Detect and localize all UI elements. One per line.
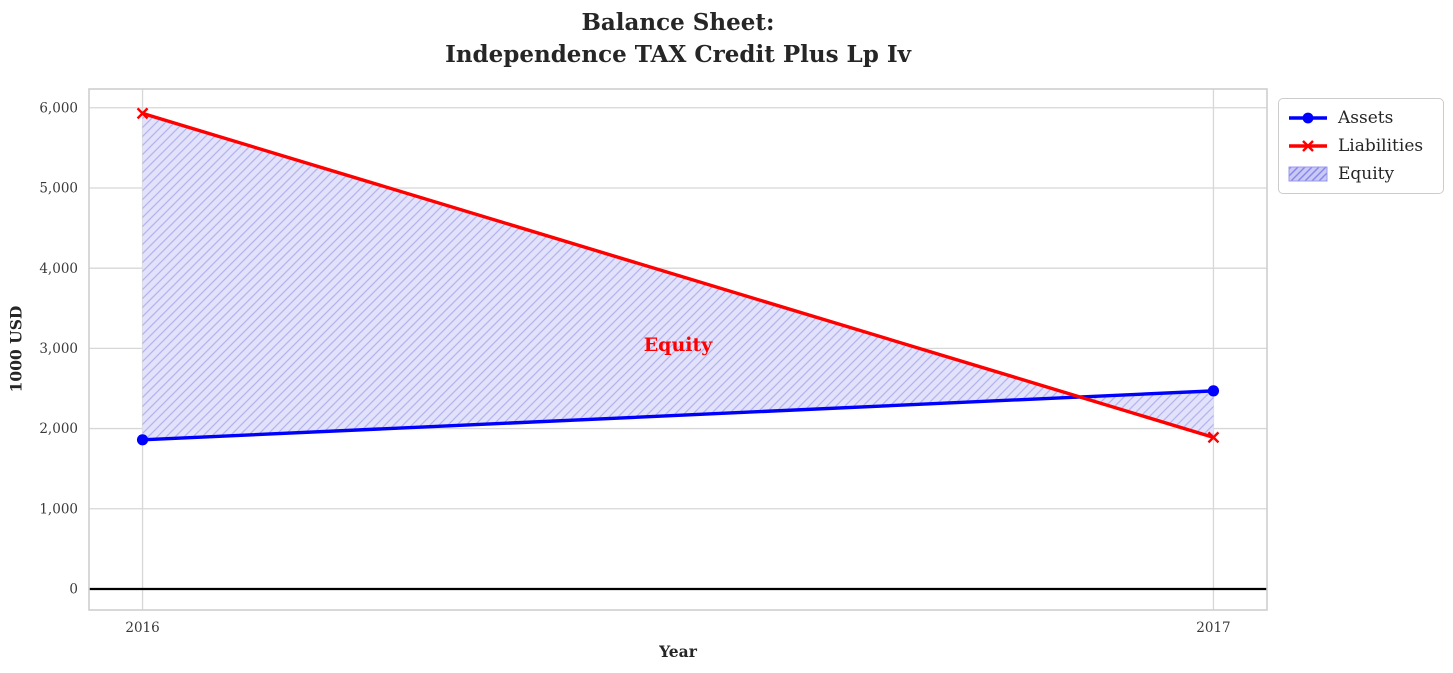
x-axis-label: Year — [659, 642, 697, 661]
legend-label: Liabilities — [1338, 136, 1424, 156]
y-tick-label: 0 — [69, 582, 78, 598]
legend-equity-swatch-icon — [1288, 166, 1328, 182]
y-tick-label: 3,000 — [39, 341, 78, 357]
y-tick-label: 1,000 — [39, 501, 78, 517]
y-tick-label: 2,000 — [39, 421, 78, 437]
x-tick-label: 2017 — [1196, 620, 1230, 636]
liabilities-marker — [1207, 431, 1220, 444]
assets-line — [140, 389, 1216, 442]
liabilities-marker — [136, 107, 149, 120]
y-tick-label: 6,000 — [39, 100, 78, 116]
liabilities-line — [140, 111, 1216, 440]
y-tick-label: 5,000 — [39, 181, 78, 197]
assets-marker — [136, 434, 149, 446]
legend-item-equity: Equity — [1287, 160, 1435, 188]
legend-assets-swatch-icon — [1289, 112, 1327, 124]
y-tick-label: 4,000 — [39, 261, 78, 277]
legend-item-liabilities: Liabilities — [1287, 132, 1435, 160]
legend-item-assets: Assets — [1287, 104, 1435, 132]
plot-border — [88, 88, 1268, 611]
legend-liabilities-swatch-icon — [1289, 140, 1327, 152]
legend: Assets Liabilities Equity — [1278, 98, 1444, 194]
x-tick-label: 2016 — [125, 620, 159, 636]
legend-label: Assets — [1338, 108, 1394, 128]
legend-label: Equity — [1338, 164, 1395, 184]
equity-annotation: Equity — [644, 334, 714, 356]
chart-title: Balance Sheet: Independence TAX Credit P… — [445, 9, 911, 68]
assets-marker — [1207, 385, 1220, 397]
